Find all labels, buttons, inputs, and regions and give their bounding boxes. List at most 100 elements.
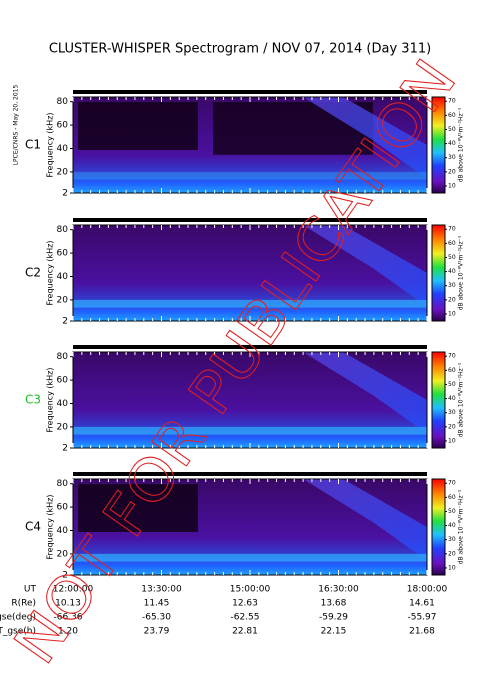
ephemeris-value: 22.81 (232, 627, 258, 637)
colorbar-label: dB above 10⁻⁸V²m⁻²Hz⁻¹ (458, 107, 465, 182)
y-tick-label: 80 (57, 97, 69, 107)
ephemeris-value: 12.63 (232, 599, 258, 609)
colorbar-tick-label: 10 (448, 564, 456, 571)
emission (73, 426, 427, 435)
colorbar-tick-label: 70 (448, 353, 456, 360)
y-tick-label: 80 (57, 479, 69, 489)
ephemeris-name: Lat_gse(deg) (0, 613, 36, 623)
colorbar-tick-label: 50 (448, 254, 456, 261)
ephemeris-value: 12:00:00 (53, 585, 94, 595)
y-tick-label: 2 (62, 444, 68, 454)
panel-label: C3 (25, 393, 41, 407)
y-axis-label: Frequency (kHz) (46, 495, 55, 560)
colorbar-tick-label: 50 (448, 126, 456, 133)
colorbar-tick-label: 20 (448, 550, 456, 557)
y-tick-label: 60 (57, 121, 69, 131)
y-tick-label: 40 (57, 526, 69, 536)
colorbar-tick-label: 70 (448, 98, 456, 105)
ephemeris-value: -62.55 (230, 613, 259, 623)
colorbar-tick-label: 50 (448, 381, 456, 388)
emission (73, 171, 427, 180)
y-axis-label: Frequency (kHz) (46, 241, 55, 306)
colorbar-tick-label: 70 (448, 480, 456, 487)
emission (303, 97, 427, 179)
colorbar-tick-label: 10 (448, 310, 456, 317)
ephemeris-value: 21.68 (409, 627, 435, 637)
emission (73, 553, 427, 562)
y-tick-label: 2 (62, 571, 68, 581)
colorbar-tick-label: 40 (448, 522, 456, 529)
panel-label: C1 (25, 138, 41, 152)
ephemeris-name: UT (24, 585, 37, 595)
y-axis-label: Frequency (kHz) (46, 113, 55, 178)
y-tick-label: 20 (57, 295, 69, 305)
header-bar (73, 345, 427, 349)
header-bar (73, 472, 427, 476)
ephemeris-name: R(Re) (11, 599, 36, 609)
colorbar-tick-label: 30 (448, 282, 456, 289)
title: CLUSTER-WHISPER Spectrogram / NOV 07, 20… (49, 42, 431, 57)
colorbar-tick-label: 30 (448, 536, 456, 543)
colorbar-tick-label: 20 (448, 168, 456, 175)
ephemeris-value: 18:00:00 (407, 585, 448, 595)
ephemeris-value: -55.97 (407, 613, 436, 623)
ephemeris-value: 14.61 (409, 599, 435, 609)
colorbar-tick-label: 50 (448, 508, 456, 515)
ephemeris-value: 11.45 (144, 599, 170, 609)
y-tick-label: 60 (57, 249, 69, 259)
colorbar-tick-label: 30 (448, 409, 456, 416)
credit: LPCE/CNRS - May 20, 2015 (13, 85, 20, 166)
ephemeris-value: 23.79 (144, 627, 170, 637)
y-tick-label: 80 (57, 352, 69, 362)
panel-label: C4 (25, 520, 41, 534)
y-tick-label: 40 (57, 144, 69, 154)
emission (303, 479, 427, 561)
colorbar-tick-label: 60 (448, 112, 456, 119)
y-axis-label: Frequency (kHz) (46, 368, 55, 433)
colorbar-tick-label: 10 (448, 182, 456, 189)
y-tick-label: 20 (57, 549, 69, 559)
y-tick-label: 60 (57, 376, 69, 386)
colorbar-label: dB above 10⁻⁸V²m⁻²Hz⁻¹ (458, 235, 465, 310)
header-bar (73, 90, 427, 94)
ephemeris-value: 22.15 (321, 627, 347, 637)
header-bar (73, 218, 427, 222)
colorbar-tick-label: 70 (448, 226, 456, 233)
colorbar-tick-label: 40 (448, 268, 456, 275)
colorbar-tick-label: 60 (448, 367, 456, 374)
ephemeris-value: -59.29 (319, 613, 348, 623)
ephemeris-value: 16:30:00 (318, 585, 359, 595)
y-tick-label: 20 (57, 422, 69, 432)
y-tick-label: 40 (57, 399, 69, 409)
ephemeris-name: LT_gse(h) (0, 627, 36, 637)
colorbar-label: dB above 10⁻⁸V²m⁻²Hz⁻¹ (458, 489, 465, 564)
y-tick-label: 2 (62, 189, 68, 199)
colorbar-tick-label: 60 (448, 240, 456, 247)
ephemeris-value: 13.68 (321, 599, 347, 609)
colorbar-tick-label: 40 (448, 395, 456, 402)
colorbar (431, 96, 446, 194)
ephemeris-value: -65.30 (142, 613, 171, 623)
colorbar-label: dB above 10⁻⁸V²m⁻²Hz⁻¹ (458, 362, 465, 437)
colorbar-tick-label: 20 (448, 423, 456, 430)
colorbar-tick-label: 30 (448, 154, 456, 161)
colorbar-tick-label: 10 (448, 437, 456, 444)
y-tick-label: 80 (57, 225, 69, 235)
colorbar (431, 478, 446, 576)
colorbar (431, 351, 446, 449)
dark-region (78, 484, 198, 532)
ephemeris-value: 1.20 (58, 627, 78, 637)
ephemeris-value: -66.36 (53, 613, 82, 623)
dark-region (78, 102, 198, 150)
y-tick-label: 60 (57, 503, 69, 513)
emission (303, 225, 427, 307)
emission (303, 352, 427, 434)
y-tick-label: 40 (57, 272, 69, 282)
colorbar-tick-label: 20 (448, 296, 456, 303)
ephemeris-value: 10.13 (55, 599, 81, 609)
emission (73, 299, 427, 308)
y-tick-label: 20 (57, 167, 69, 177)
ephemeris-value: 13:30:00 (141, 585, 182, 595)
colorbar (431, 224, 446, 322)
